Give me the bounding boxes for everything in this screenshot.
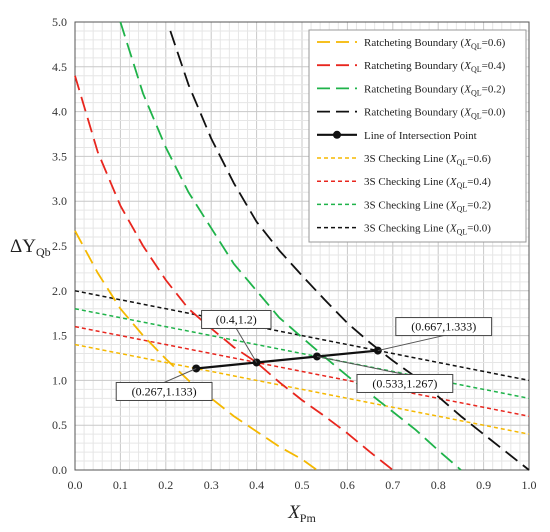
y-tick-label: 3.0 [52,194,67,208]
series-line [74,325,530,417]
y-tick-label: 0.0 [52,463,67,477]
annotation-label: (0.267,1.133) [132,384,197,398]
y-tick-label: 1.5 [52,329,67,343]
annotation-box [356,373,454,393]
series-line [74,307,530,400]
series-line [119,21,462,471]
series-line [196,349,378,370]
annotation-label: (0.533,1.267) [372,376,437,390]
annotation-box [395,317,493,337]
legend-label: Line of Intersection Point [364,130,477,142]
grid [74,21,530,471]
annotation-leader [377,335,444,352]
annotation-box [201,309,272,329]
x-tick-label: 0.7 [385,478,400,492]
y-axis-label: ΔYQb [10,236,51,259]
x-tick-label: 0.9 [476,478,491,492]
annotation-label: (0.667,1.333) [411,320,476,334]
x-tick-label: 0.8 [431,478,446,492]
plot-frame [74,21,530,471]
y-tick-label: 3.5 [52,149,67,163]
series-line [74,290,530,382]
x-tick-label: 0.5 [295,478,310,492]
legend-label: Ratcheting Boundary (XQL=0.6) [364,37,506,51]
series-line [74,75,394,471]
x-tick-label: 0.0 [68,478,83,492]
y-tick-label: 4.5 [52,60,67,74]
x-tick-label: 0.2 [158,478,173,492]
x-tick-label: 0.4 [249,478,264,492]
legend-label: Ratcheting Boundary (XQL=0.2) [364,83,506,97]
y-tick-label: 2.0 [52,284,67,298]
x-tick-label: 1.0 [522,478,537,492]
legend-label: Ratcheting Boundary (XQL=0.4) [364,60,506,74]
y-tick-label: 2.5 [52,239,67,253]
legend-label: 3S Checking Line (XQL=0.6) [364,153,491,167]
legend-marker [333,130,341,139]
annotation-leader [235,328,258,363]
legend: Ratcheting Boundary (XQL=0.6) Ratcheting … [308,29,527,243]
annotation-box [115,381,213,401]
y-tick-label: 5.0 [52,15,67,29]
annotations: (0.4,1.2) (0.667,1.333) (0.267,1.133) (0.53… [115,309,493,401]
annotation-label: (0.4,1.2) [216,312,257,326]
annotation-leader [163,368,197,383]
y-tick-label: 4.0 [52,105,67,119]
tick-labels: 0.0 0.1 0.2 0.3 0.4 0.5 0.6 0.7 0.8 0.9 1.0 0.0 0.5 1… [52,15,537,492]
series-line [74,343,530,435]
legend-label: 3S Checking Line (XQL=0.2) [364,199,491,213]
annotation-leader [316,355,405,375]
x-axis-label: XPm [287,502,316,525]
x-tick-label: 0.3 [204,478,219,492]
x-tick-label: 0.1 [113,478,128,492]
legend-label: 3S Checking Line (XQL=0.4) [364,176,491,190]
x-tick-label: 0.6 [340,478,355,492]
y-tick-label: 1.0 [52,373,67,387]
y-tick-label: 0.5 [52,418,67,432]
legend-label: 3S Checking Line (XQL=0.0) [364,223,491,237]
legend-label: Ratcheting Boundary (XQL=0.0) [364,107,506,121]
